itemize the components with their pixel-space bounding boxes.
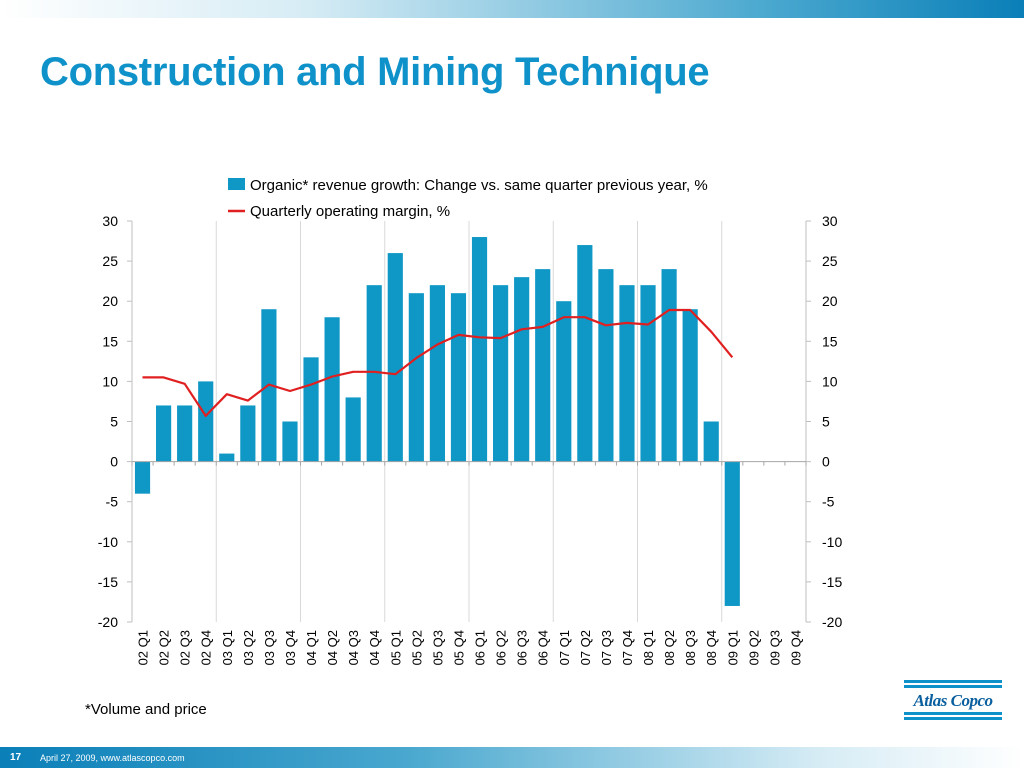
- y-tick-label-left: -15: [98, 574, 118, 590]
- x-tick-label: 05 Q2: [409, 630, 424, 665]
- bar-08-q1: [640, 285, 656, 462]
- top-gradient-band: [0, 0, 1024, 18]
- x-tick-label: 02 Q4: [199, 630, 214, 665]
- bar-03-q1: [219, 453, 235, 462]
- y-tick-label-right: -15: [822, 574, 842, 590]
- x-tick-label: 09 Q1: [725, 630, 740, 665]
- y-tick-label-right: -5: [822, 494, 835, 510]
- x-tick-label: 06 Q2: [494, 630, 509, 665]
- x-tick-label: 04 Q3: [346, 630, 361, 665]
- bar-04-q3: [345, 397, 361, 462]
- bar-05-q4: [450, 293, 467, 462]
- bar-06-q2: [493, 285, 509, 462]
- logo-stripe-top-2: [904, 685, 1002, 688]
- x-tick-label: 09 Q4: [788, 630, 803, 665]
- bar-07-q2: [577, 245, 593, 462]
- bar-09-q1: [724, 461, 740, 606]
- x-tick-label: 09 Q3: [767, 630, 782, 665]
- x-tick-label: 08 Q1: [641, 630, 656, 665]
- x-tick-label: 04 Q4: [367, 630, 382, 665]
- x-tick-label: 04 Q2: [325, 630, 340, 665]
- x-tick-label: 06 Q1: [473, 630, 488, 665]
- y-tick-label-left: -10: [98, 534, 118, 550]
- logo-stripe-bottom-2: [904, 717, 1002, 720]
- bar-07-q3: [598, 269, 614, 462]
- bar-04-q2: [324, 317, 340, 462]
- bar-06-q1: [471, 237, 488, 462]
- x-tick-label: 02 Q1: [136, 630, 151, 665]
- bar-06-q4: [535, 269, 551, 462]
- x-tick-label: 08 Q4: [704, 630, 719, 665]
- logo-stripe-bottom: [904, 712, 1002, 715]
- bar-08-q3: [682, 309, 698, 462]
- logo-text: Atlas Copco: [913, 691, 993, 710]
- atlas-copco-logo: Atlas Copco: [904, 678, 1002, 722]
- x-tick-label: 07 Q4: [620, 630, 635, 665]
- x-tick-label: 07 Q2: [578, 630, 593, 665]
- x-tick-label: 06 Q4: [536, 630, 551, 665]
- x-tick-label: 07 Q3: [599, 630, 614, 665]
- x-tick-label: 02 Q3: [178, 630, 193, 665]
- legend-label-line: Quarterly operating margin, %: [250, 203, 450, 220]
- y-tick-label-right: 10: [822, 373, 838, 389]
- y-tick-label-right: -20: [822, 614, 842, 630]
- bar-08-q4: [703, 421, 719, 462]
- y-tick-label-left: 15: [102, 333, 118, 349]
- legend-label-bars: Organic* revenue growth: Change vs. same…: [250, 177, 708, 194]
- bar-04-q4: [366, 285, 382, 462]
- y-tick-label-right: -10: [822, 534, 842, 550]
- y-tick-label-right: 0: [822, 454, 830, 470]
- x-tick-label: 06 Q3: [515, 630, 530, 665]
- x-tick-label: 05 Q4: [451, 630, 466, 665]
- slide-title: Construction and Mining Technique: [40, 50, 710, 94]
- y-tick-label-right: 25: [822, 253, 838, 269]
- y-tick-label-left: 30: [102, 213, 118, 229]
- x-tick-label: 03 Q4: [283, 630, 298, 665]
- y-tick-label-left: -20: [98, 614, 118, 630]
- x-tick-label: 03 Q1: [220, 630, 235, 665]
- footnote: *Volume and price: [85, 701, 207, 718]
- operating-margin-line: [142, 308, 734, 417]
- x-tick-label: 08 Q2: [662, 630, 677, 665]
- x-tick-label: 05 Q1: [388, 630, 403, 665]
- page-number: 17: [10, 752, 22, 763]
- y-tick-label-right: 20: [822, 293, 838, 309]
- bar-02-q1: [134, 461, 151, 494]
- y-tick-label-right: 15: [822, 333, 838, 349]
- x-tick-label: 08 Q3: [683, 630, 698, 665]
- bar-03-q2: [240, 405, 256, 462]
- x-tick-label: 03 Q2: [241, 630, 256, 665]
- logo-stripe-top: [904, 680, 1002, 683]
- bottom-gradient-band: [0, 747, 1024, 768]
- bar-02-q4: [198, 381, 214, 462]
- y-tick-label-left: 20: [102, 293, 118, 309]
- y-tick-label-left: -5: [106, 494, 119, 510]
- bar-02-q2: [156, 405, 172, 462]
- footer-text: April 27, 2009, www.atlascopco.com: [40, 753, 185, 763]
- y-tick-label-left: 5: [110, 414, 118, 430]
- x-tick-label: 02 Q2: [157, 630, 172, 665]
- bar-07-q4: [619, 285, 635, 462]
- y-tick-label-right: 30: [822, 213, 838, 229]
- bar-05-q2: [408, 293, 424, 462]
- bar-06-q3: [514, 277, 530, 462]
- bar-05-q1: [387, 253, 403, 462]
- x-tick-label: 07 Q1: [557, 630, 572, 665]
- bar-07-q1: [556, 301, 572, 462]
- y-tick-label-left: 10: [102, 373, 118, 389]
- bar-08-q2: [661, 269, 677, 462]
- bar-04-q1: [303, 357, 319, 462]
- x-tick-label: 05 Q3: [430, 630, 445, 665]
- x-tick-label: 04 Q1: [304, 630, 319, 665]
- y-tick-label-left: 25: [102, 253, 118, 269]
- y-tick-label-right: 5: [822, 414, 830, 430]
- x-tick-label: 03 Q3: [262, 630, 277, 665]
- bar-02-q3: [177, 405, 193, 462]
- x-tick-label: 09 Q2: [746, 630, 761, 665]
- legend-swatch-bars: [228, 178, 245, 190]
- y-tick-label-left: 0: [110, 454, 118, 470]
- bar-03-q4: [282, 421, 298, 462]
- bar-05-q3: [429, 285, 445, 462]
